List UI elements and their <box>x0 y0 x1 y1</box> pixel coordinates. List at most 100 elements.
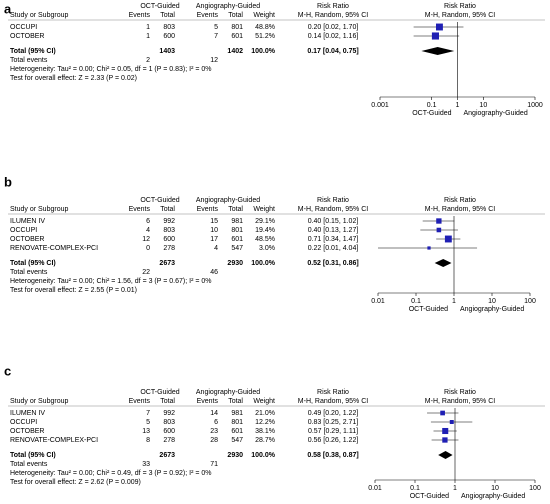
column-header: Events <box>129 398 151 405</box>
total-weight: 100.0% <box>251 48 276 55</box>
total-label: Total (95% CI) <box>10 48 56 55</box>
oct-total: 803 <box>163 24 175 31</box>
angio-total: 601 <box>231 428 243 435</box>
angio-events: 17 <box>210 236 218 243</box>
angio-total: 981 <box>231 218 243 225</box>
x-tick-label: 0.01 <box>371 298 385 305</box>
group-header: OCT-Guided <box>140 197 179 204</box>
x-tick-label: 1 <box>452 298 456 305</box>
events-angio: 71 <box>210 461 218 468</box>
events-oct: 2 <box>146 57 150 64</box>
angio-total: 547 <box>231 245 243 252</box>
pooled-diamond <box>421 47 455 55</box>
group-header: Risk Ratio <box>317 3 349 10</box>
column-header: Weight <box>253 206 275 213</box>
risk-ratio: 0.14 [0.02, 1.16] <box>308 33 359 40</box>
events-angio: 46 <box>210 269 218 276</box>
study-name: ILUMEN IV <box>10 218 45 225</box>
weight: 29.1% <box>255 218 275 225</box>
panel-label: b <box>4 174 12 189</box>
group-header: OCT-Guided <box>140 389 179 396</box>
study-name: RENOVATE-COMPLEX-PCI <box>10 245 98 252</box>
oct-events: 1 <box>146 24 150 31</box>
angio-total: 547 <box>231 437 243 444</box>
panel-label: c <box>4 363 11 378</box>
study-name: OCTOBER <box>10 428 45 435</box>
pooled-diamond <box>434 259 452 267</box>
x-tick-label: 1 <box>456 102 460 109</box>
events-oct: 33 <box>142 461 150 468</box>
weight: 48.5% <box>255 236 275 243</box>
risk-ratio: 0.40 [0.13, 1.27] <box>308 227 359 234</box>
column-header: Total <box>228 398 243 405</box>
risk-ratio: 0.83 [0.25, 2.71] <box>308 419 359 426</box>
heterogeneity: Heterogeneity: Tau² = 0.00; Chi² = 0.49,… <box>10 470 212 477</box>
x-tick-label: 10 <box>488 298 496 305</box>
oct-events: 7 <box>146 410 150 417</box>
overall-test: Test for overall effect: Z = 2.62 (P = 0… <box>10 479 141 486</box>
oct-events: 4 <box>146 227 150 234</box>
column-header: M-H, Random, 95% CI <box>425 12 495 19</box>
total-angio: 1402 <box>227 48 243 55</box>
angio-events: 15 <box>210 218 218 225</box>
column-header: Total <box>228 12 243 19</box>
risk-ratio: 0.71 [0.34, 1.47] <box>308 236 359 243</box>
oct-total: 803 <box>163 227 175 234</box>
pooled-ratio: 0.58 [0.38, 0.87] <box>307 452 358 459</box>
risk-ratio: 0.22 [0.01, 4.04] <box>308 245 359 252</box>
oct-events: 1 <box>146 33 150 40</box>
group-header: Risk Ratio <box>444 3 476 10</box>
risk-ratio: 0.56 [0.26, 1.22] <box>308 437 359 444</box>
weight: 48.8% <box>255 24 275 31</box>
group-header: Risk Ratio <box>444 197 476 204</box>
effect-square <box>449 420 454 424</box>
column-header: M-H, Random, 95% CI <box>298 398 368 405</box>
column-header: Weight <box>253 12 275 19</box>
events-label: Total events <box>10 461 48 468</box>
column-header: Events <box>129 206 151 213</box>
total-angio: 2930 <box>227 452 243 459</box>
oct-events: 13 <box>142 428 150 435</box>
angio-total: 801 <box>231 24 243 31</box>
weight: 3.0% <box>259 245 275 252</box>
oct-total: 600 <box>163 236 175 243</box>
weight: 21.0% <box>255 410 275 417</box>
pooled-ratio: 0.52 [0.31, 0.86] <box>307 260 358 267</box>
oct-total: 600 <box>163 33 175 40</box>
column-header: Events <box>197 206 219 213</box>
angio-events: 28 <box>210 437 218 444</box>
oct-events: 12 <box>142 236 150 243</box>
study-name: OCTOBER <box>10 33 45 40</box>
study-name: OCCUPI <box>10 419 37 426</box>
column-header: Events <box>197 12 219 19</box>
total-weight: 100.0% <box>251 452 276 459</box>
oct-events: 5 <box>146 419 150 426</box>
group-header: Angiography-Guided <box>196 3 260 10</box>
column-header: Study or Subgroup <box>10 12 68 19</box>
risk-ratio: 0.40 [0.15, 1.02] <box>308 218 359 225</box>
total-oct: 2673 <box>159 452 175 459</box>
oct-total: 992 <box>163 218 175 225</box>
oct-events: 6 <box>146 218 150 225</box>
study-name: ILUMEN IV <box>10 410 45 417</box>
x-tick-label: 0.01 <box>368 485 382 492</box>
angio-events: 10 <box>210 227 218 234</box>
column-header: Weight <box>253 398 275 405</box>
x-tick-label: 0.1 <box>411 298 421 305</box>
angio-events: 14 <box>210 410 218 417</box>
angio-events: 7 <box>214 33 218 40</box>
oct-total: 278 <box>163 437 175 444</box>
column-header: M-H, Random, 95% CI <box>425 398 495 405</box>
oct-total: 278 <box>163 245 175 252</box>
total-oct: 2673 <box>159 260 175 267</box>
angio-events: 6 <box>214 419 218 426</box>
angio-total: 601 <box>231 33 243 40</box>
column-header: Total <box>160 398 175 405</box>
weight: 38.1% <box>255 428 275 435</box>
x-tick-label: 100 <box>524 298 536 305</box>
effect-square <box>442 427 449 435</box>
x-tick-label: 0.1 <box>427 102 437 109</box>
weight: 19.4% <box>255 227 275 234</box>
